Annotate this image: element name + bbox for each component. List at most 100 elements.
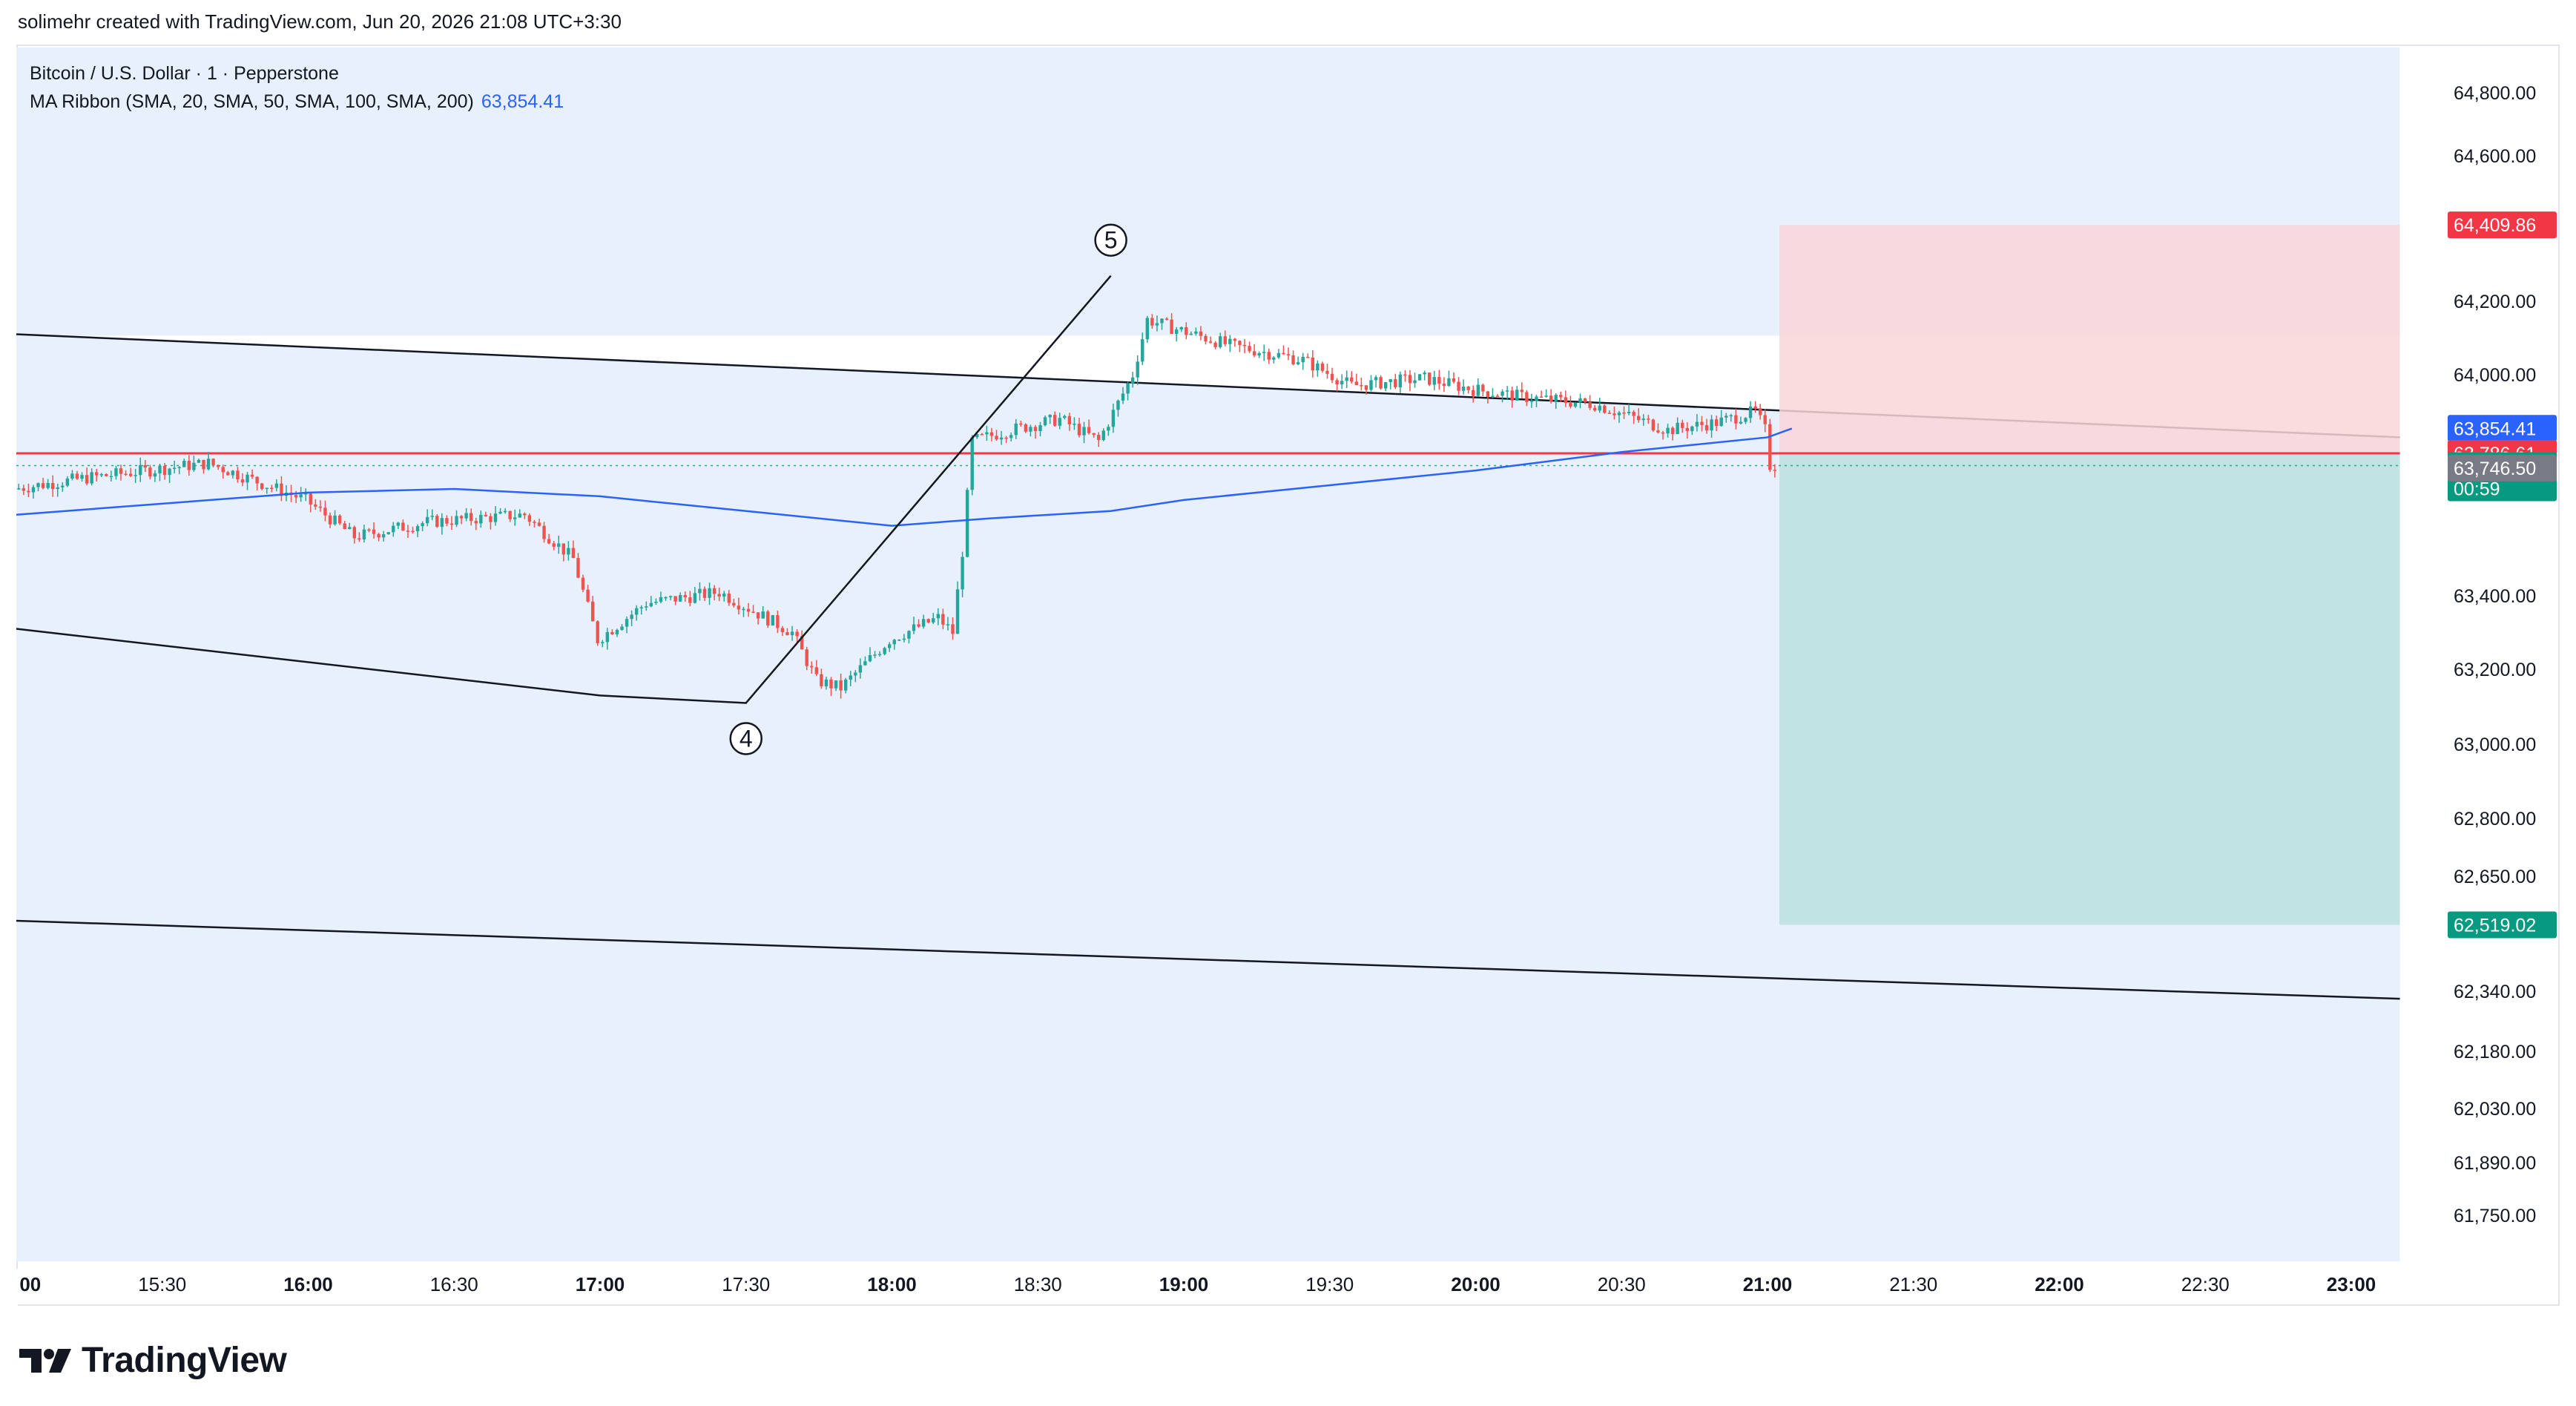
- candle-body: [449, 523, 454, 525]
- candle-body: [722, 594, 726, 597]
- candle-body: [1529, 401, 1534, 402]
- candle-body: [508, 510, 512, 519]
- candle-body: [941, 614, 945, 625]
- candle: [1121, 387, 1125, 404]
- candle-body: [1729, 415, 1733, 417]
- candle-body: [1681, 422, 1684, 428]
- candle: [732, 598, 736, 608]
- candle-body: [965, 490, 969, 557]
- candle: [1710, 415, 1713, 438]
- price-label[interactable]: 62,519.02: [2448, 911, 2557, 939]
- candle-body: [1637, 415, 1641, 421]
- candle: [581, 574, 585, 592]
- candle-body: [1009, 435, 1013, 438]
- wave-line[interactable]: [599, 275, 1112, 704]
- candle-body: [1466, 387, 1470, 390]
- candle-body: [343, 523, 346, 530]
- candle-body: [673, 596, 677, 602]
- candle: [630, 610, 633, 626]
- indicator-legend[interactable]: MA Ribbon (SMA, 20, SMA, 50, SMA, 100, S…: [30, 88, 564, 116]
- candle: [172, 461, 177, 474]
- candle: [1656, 423, 1660, 434]
- candle-body: [1592, 407, 1597, 411]
- candle: [211, 458, 215, 467]
- x-axis-tick-label: 23:00: [2327, 1273, 2376, 1295]
- price-label[interactable]: 63,746.50: [2448, 454, 2557, 482]
- candle: [1457, 377, 1460, 395]
- tradingview-logo[interactable]: TradingView: [19, 1340, 287, 1381]
- candle: [1495, 394, 1500, 397]
- symbol-title[interactable]: Bitcoin / U.S. Dollar · 1 · Pepperstone: [30, 63, 339, 84]
- candle-body: [610, 631, 614, 634]
- candle: [1603, 404, 1607, 414]
- candle: [746, 602, 751, 617]
- channel-lower-line[interactable]: [16, 919, 2400, 1000]
- candle-body: [1165, 318, 1169, 320]
- price-label[interactable]: 63,854.41: [2448, 415, 2557, 442]
- candle-body: [961, 556, 964, 590]
- candle: [148, 464, 152, 480]
- stop-loss-zone[interactable]: [1779, 225, 2400, 453]
- channel-inner-line[interactable]: [16, 628, 601, 697]
- candle: [1194, 327, 1198, 336]
- candle: [780, 625, 785, 637]
- candle: [1316, 360, 1320, 377]
- y-axis-tick-label: 63,200.00: [2454, 660, 2536, 680]
- candle-body: [698, 588, 702, 594]
- candle: [561, 543, 566, 562]
- candle: [153, 470, 157, 482]
- candle-body: [892, 640, 896, 645]
- candle-body: [776, 615, 780, 628]
- candle-body: [1666, 427, 1670, 434]
- candle: [168, 467, 171, 483]
- tradingview-logo-text: TradingView: [82, 1341, 287, 1380]
- candle-body: [1058, 418, 1061, 426]
- candle-body: [1417, 374, 1422, 381]
- x-axis-tick-label: 21:00: [1743, 1273, 1793, 1295]
- candle-body: [36, 483, 40, 487]
- candle: [1238, 340, 1242, 352]
- candle-body: [231, 470, 235, 476]
- candle: [1690, 425, 1694, 436]
- candle-body: [1622, 413, 1626, 414]
- candle: [1583, 398, 1587, 404]
- price-label-box: [2448, 415, 2557, 442]
- candle: [1077, 418, 1081, 438]
- candle: [1729, 413, 1733, 422]
- candle-body: [139, 464, 142, 476]
- candle: [1481, 383, 1485, 397]
- wave-label-4[interactable]: 4: [729, 722, 762, 755]
- candle-body: [1126, 383, 1130, 394]
- candle: [1282, 345, 1285, 355]
- wave-label-5[interactable]: 5: [1094, 223, 1127, 257]
- candle: [800, 630, 804, 650]
- candle: [1374, 375, 1378, 388]
- moving-average-line[interactable]: [16, 427, 1793, 527]
- take-profit-zone[interactable]: [1779, 453, 2400, 925]
- candle: [1647, 415, 1650, 424]
- candle-body: [1316, 363, 1320, 371]
- candle: [1472, 385, 1475, 403]
- candle-body: [1573, 402, 1578, 407]
- candle: [381, 530, 386, 542]
- price-label[interactable]: 64,409.86: [2448, 211, 2557, 239]
- candle-body: [907, 631, 911, 639]
- candle-body: [795, 631, 799, 637]
- candle-body: [415, 526, 420, 532]
- candle: [1058, 413, 1061, 430]
- candle-body: [1364, 385, 1368, 390]
- candle: [328, 512, 332, 528]
- candle-body: [479, 514, 483, 524]
- candle-body: [1277, 352, 1281, 358]
- candle: [902, 634, 906, 643]
- candle-body: [1063, 415, 1067, 418]
- candle-body: [888, 644, 892, 648]
- candle: [970, 435, 974, 496]
- candle: [1233, 338, 1237, 347]
- candle-body: [255, 476, 259, 484]
- candle: [1019, 421, 1023, 427]
- candle: [1073, 417, 1076, 430]
- candle-body: [1335, 380, 1339, 385]
- candle-body: [503, 510, 507, 513]
